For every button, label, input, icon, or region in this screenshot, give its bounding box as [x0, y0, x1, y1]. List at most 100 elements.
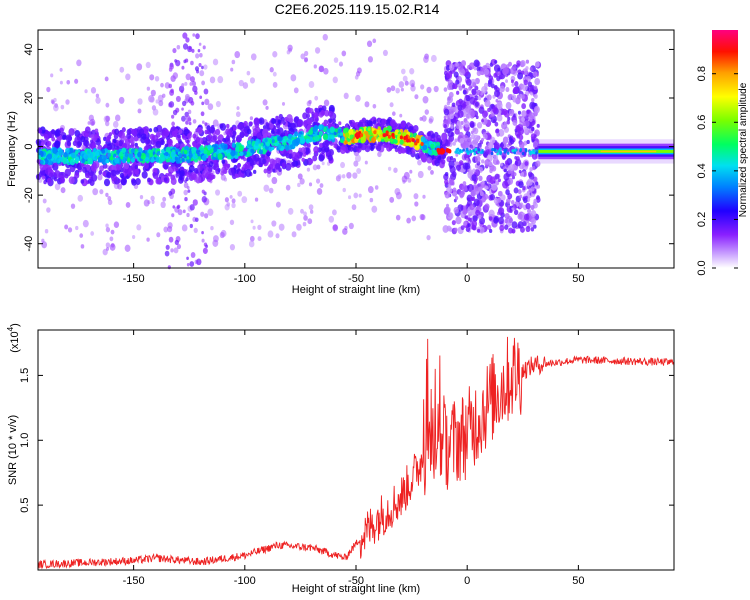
- spectrogram-cell: [503, 66, 510, 74]
- spectrogram-cell: [54, 183, 61, 191]
- spectrogram-cell: [488, 209, 495, 218]
- spectrogram-cell: [349, 134, 354, 140]
- spectrogram-cell: [333, 57, 339, 63]
- spectrogram-cell: [289, 144, 294, 150]
- spectrogram-cell: [201, 155, 207, 161]
- spectrogram-cell: [188, 46, 192, 50]
- spectrogram-cell: [530, 133, 536, 140]
- spectrogram-cell: [185, 120, 189, 125]
- spectrogram-cell: [215, 100, 221, 108]
- spectrogram-cell: [204, 129, 209, 135]
- spectrogram-cell: [481, 137, 485, 142]
- spectrogram-cell: [417, 159, 422, 166]
- spectrogram-cell: [417, 170, 424, 179]
- spectrogram-cell: [483, 133, 488, 140]
- spectrogram-cell: [443, 108, 450, 116]
- spectrogram-cell: [420, 154, 428, 163]
- spectrogram-cell: [109, 243, 116, 251]
- spectrogram-cell: [526, 109, 530, 115]
- spectrogram-cell: [118, 96, 125, 104]
- spectrogram-cell: [484, 185, 489, 190]
- snr-multiplier-close: ): [9, 323, 21, 327]
- spectrogram-cell: [246, 128, 252, 135]
- spectrogram-cell: [66, 140, 72, 147]
- spectrogram-cell: [74, 172, 80, 179]
- spectrogram-cell: [462, 141, 469, 150]
- spectrogram-cell: [535, 181, 539, 186]
- spectrogram-cell: [414, 201, 419, 207]
- spectrogram-cell: [328, 110, 334, 117]
- spectrogram-cell: [299, 178, 305, 185]
- spectrogram-cell: [245, 169, 252, 178]
- spectrogram-cell: [105, 192, 109, 197]
- spectrogram-cell: [520, 60, 526, 67]
- spectrogram-cell: [308, 129, 314, 135]
- spectrogram-cell: [387, 134, 391, 139]
- spectrogram-cell: [367, 186, 374, 194]
- spectrogram-cell: [372, 38, 377, 44]
- spectrogram-cell: [329, 126, 335, 134]
- spectrogram-cell: [170, 75, 176, 82]
- spectrogram-cell: [109, 142, 116, 150]
- spectrogram-cell: [498, 178, 501, 183]
- spectrogram-cell: [332, 209, 337, 216]
- spectrogram-cell: [532, 71, 538, 77]
- snr-ytick-label: 0.5: [19, 497, 31, 512]
- spectrogram-cell: [377, 151, 382, 158]
- spectrogram-cell: [219, 123, 227, 131]
- spectrogram-cell: [38, 128, 43, 134]
- spectrogram-cell: [391, 111, 396, 116]
- spectrogram-cell: [186, 139, 190, 145]
- spectrogram-cell: [140, 152, 146, 160]
- spectrogram-cell: [533, 176, 538, 182]
- spectrogram-cell: [467, 217, 471, 222]
- spectrogram-cell: [66, 79, 71, 85]
- spectrogram-cell: [74, 78, 79, 84]
- spectrogram-cell: [413, 193, 419, 200]
- spectrogram-cell: [370, 146, 374, 152]
- spectrogram-cell: [160, 149, 165, 154]
- spectrogram-cell: [468, 169, 474, 176]
- spectrogram-cell: [376, 144, 382, 152]
- spectrogram-cell: [270, 129, 275, 135]
- spectrogram-cell: [513, 187, 519, 194]
- spectrogram-cell: [467, 223, 471, 228]
- spectrogram-cell: [98, 170, 103, 175]
- spectrogram-cell: [250, 148, 254, 153]
- spectrogram-cell: [192, 199, 198, 206]
- spectrogram-cell: [445, 148, 450, 153]
- spectrogram-cell: [322, 33, 328, 41]
- spectrogram-cell: [463, 220, 468, 226]
- spectrogram-cell: [229, 219, 235, 226]
- spectrogram-cell: [505, 189, 510, 196]
- colorbar-tick-label: 0.0: [696, 260, 708, 275]
- spectrogram-cell: [529, 101, 536, 110]
- spectrogram-cell: [411, 148, 416, 154]
- spectrogram-cell: [398, 81, 405, 88]
- spectrogram-cell: [532, 141, 538, 148]
- spectrogram-cell: [209, 148, 214, 154]
- spectrogram-panel: -150 -100 -50 0 50 -40 -20 0 20 40 Height of stra…: [6, 29, 675, 296]
- spectrogram-cell: [437, 155, 442, 161]
- spectrogram-cell: [139, 195, 144, 200]
- spectrogram-cell: [174, 156, 178, 161]
- spectrogram-cell: [337, 128, 342, 134]
- spectrogram-cell: [455, 79, 460, 85]
- spectrogram-cell: [321, 105, 327, 112]
- spectrogram-cell: [517, 189, 522, 195]
- spectrogram-cell: [177, 134, 181, 139]
- spectrogram-cell: [236, 106, 240, 110]
- spectrogram-cell: [481, 180, 485, 185]
- spectrogram-cell: [471, 139, 478, 148]
- spectrogram-ytick-label: -40: [23, 236, 35, 252]
- spectrogram-cell: [524, 149, 528, 153]
- spectrogram-cell: [197, 126, 203, 134]
- spectrogram-cell: [92, 188, 99, 196]
- spectrogram-cell: [192, 141, 197, 147]
- spectrogram-cell: [43, 165, 47, 170]
- spectrogram-cell: [173, 247, 179, 254]
- spectrogram-cell: [77, 194, 84, 202]
- spectrogram-cell: [513, 209, 519, 216]
- spectrogram-cell: [490, 151, 494, 156]
